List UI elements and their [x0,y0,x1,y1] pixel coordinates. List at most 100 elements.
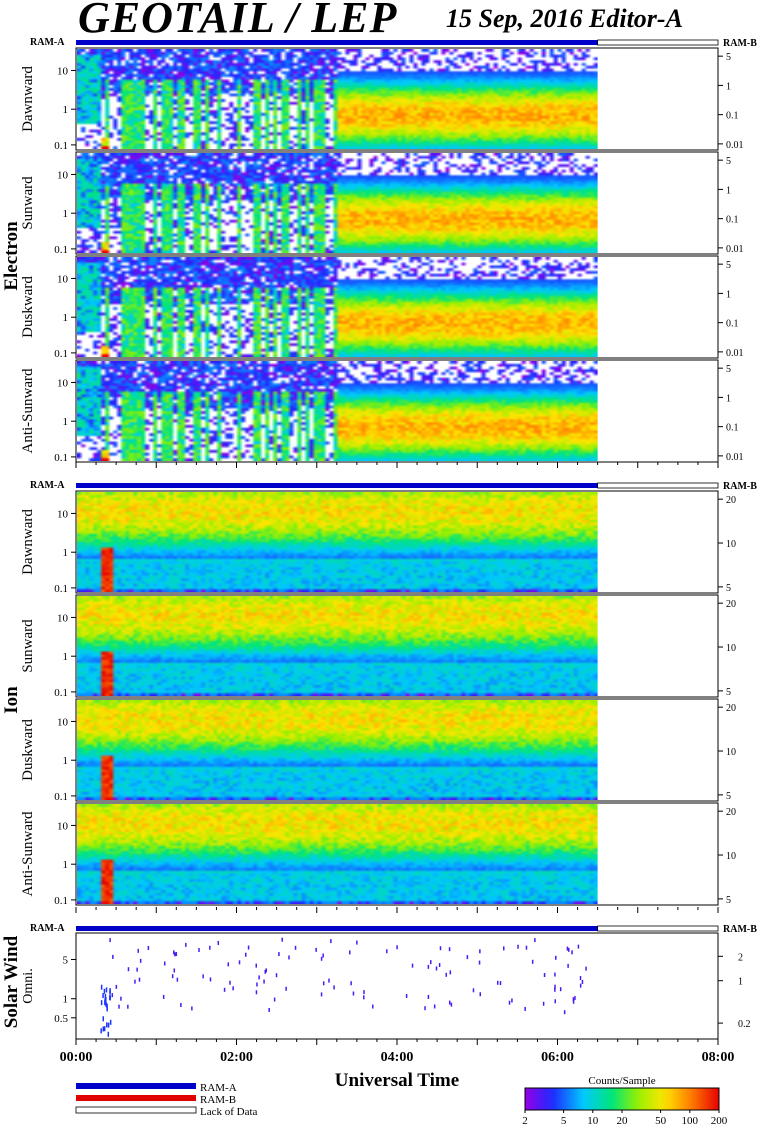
legend-ram-b-label: RAM-B [200,1094,236,1106]
sw-point [543,973,546,978]
sw-point [427,994,430,999]
ion-dawnward-rtick-label: 20 [726,495,736,506]
colorbar-label: Counts/Sample [588,1075,655,1087]
ion-anti-sunward-rtick-label: 5 [726,895,731,906]
electron-sunward-ytick-label: 10 [57,169,69,181]
sw-ytick-label: 0.5 [54,1013,68,1025]
sw-lack [597,925,719,932]
ion-dawnward-label: Dawnward [20,509,36,575]
sw-panel-label: Omni. [21,968,36,1003]
ion-anti-sunward-ytick-label: 10 [57,820,69,832]
sw-point [525,945,528,950]
sw-point [107,1022,110,1028]
group-solar-wind-label: Solar Wind [1,935,22,1028]
electron-sunward-rtick-label: 0.1 [726,215,739,226]
sw-ram-a [76,926,598,931]
sw-point [138,977,141,982]
sw-point [229,980,231,985]
electron-anti-sunward-ytick-label: 0.1 [54,452,68,464]
sw-point [107,1031,110,1037]
x-axis-label: Universal Time [335,1070,459,1091]
electron-sunward-heatmap [77,153,598,253]
sw-point [217,940,220,945]
electron-sunward-label: Sunward [20,176,36,230]
sw-point [542,1001,545,1006]
sw-point [191,1006,193,1011]
electron-sunward-rtick-label: 1 [726,185,731,196]
sw-point [472,988,475,993]
legend-ram-a-swatch [76,1083,196,1089]
sw-frame [75,932,719,1040]
electron-ram-a-label: RAM-A [30,37,65,48]
sw-point [105,1002,107,1008]
sw-point [554,999,557,1004]
colorbar [524,1087,720,1111]
sw-point [103,1026,106,1032]
sw-point [330,939,332,944]
sw-point [174,952,176,957]
sw-point [102,993,104,999]
sw-point [559,987,562,992]
legend-lack-swatch [75,1106,197,1114]
electron-anti-sunward-rtick-label: 0.1 [726,423,739,434]
sw-point [106,1006,108,1012]
page-subtitle: 15 Sep, 2016 Editor-A [446,4,683,33]
sw-point [322,953,324,958]
sw-point [134,979,136,984]
sw-point [511,998,513,1003]
sw-rtick-label: 0.2 [738,1019,751,1030]
sw-point [555,955,557,960]
sw-point [563,1010,566,1015]
electron-sunward-ytick-label: 0.1 [54,244,68,256]
ion-duskward-rtick-label: 10 [726,747,736,758]
sw-point [386,949,388,954]
sw-point [268,1007,270,1012]
sw-point [263,979,265,984]
sw-point [579,983,582,988]
electron-dawnward-rtick-label: 0.01 [726,140,744,151]
electron-dawnward-ytick-label: 0.1 [54,140,68,152]
sw-point [175,952,178,957]
sw-point [405,993,408,998]
sw-point [115,984,118,989]
legend-lack-label: Lack of Data [200,1106,258,1118]
sw-point [106,1022,108,1028]
sw-point [433,1004,436,1009]
sw-point [198,947,200,952]
sw-point [111,993,114,998]
sw-point [479,949,481,954]
sw-point [103,988,106,994]
sw-point [273,997,276,1002]
legend-ram-b-swatch [76,1095,196,1101]
sw-point [109,938,111,943]
electron-dawnward-heatmap [77,49,598,149]
electron-dawnward-rtick-label: 0.1 [726,111,739,122]
sw-point [275,973,278,978]
sw-point [349,950,351,955]
x-tick-label: 02:00 [220,1050,253,1065]
ion-ram-a [76,483,598,488]
sw-rtick-label: 2 [738,952,743,963]
sw-point [109,1019,112,1025]
sw-point [448,1000,451,1005]
sw-point [238,960,241,965]
sw-point [278,952,280,957]
sw-point [363,995,365,1000]
sw-point [102,1016,105,1022]
sw-point [427,964,430,969]
sw-point [315,947,317,952]
sw-point [294,945,297,950]
sw-point [176,977,179,982]
sw-point [577,944,580,949]
sw-point [350,981,352,986]
sw-ytick-label: 5 [63,955,69,967]
sw-point [554,972,556,977]
electron-anti-sunward-ytick-label: 1 [63,416,69,428]
electron-duskward-label: Duskward [20,276,36,338]
ion-anti-sunward-heatmap [77,804,598,904]
electron-dawnward-rtick-label: 1 [726,81,731,92]
sw-point [163,961,166,966]
sw-point [554,984,556,989]
electron-duskward-rtick-label: 0.1 [726,319,739,330]
